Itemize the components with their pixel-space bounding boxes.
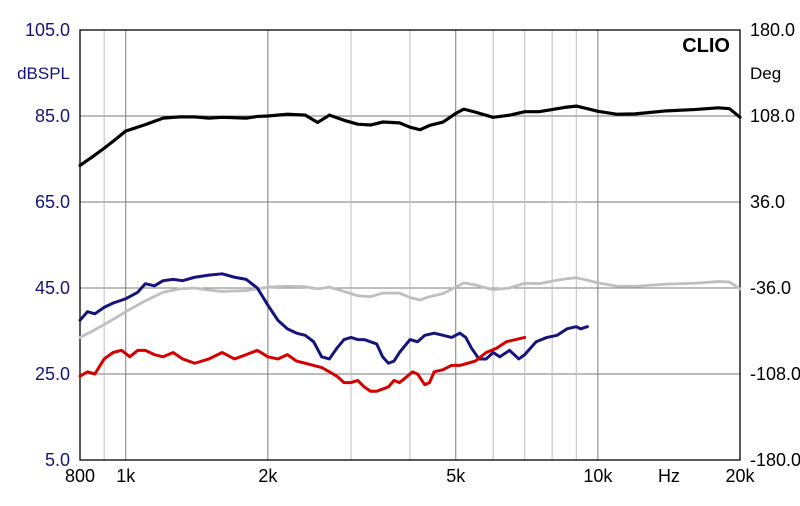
y-right-tick-label: 108.0: [750, 106, 795, 126]
y-left-tick-label: 105.0: [25, 20, 70, 40]
clio-logo: CLIO: [682, 35, 730, 57]
y-right-tick-label: -36.0: [750, 278, 791, 298]
frequency-response-chart: 8001k2k5k10k20kHz5.025.045.065.085.0105.…: [0, 0, 800, 506]
x-tick-label: 5k: [446, 466, 466, 486]
y-left-tick-label: 25.0: [35, 364, 70, 384]
y-right-tick-label: -108.0: [750, 364, 800, 384]
y-right-tick-label: -180.0: [750, 450, 800, 470]
y-left-tick-label: 65.0: [35, 192, 70, 212]
y-left-tick-label: 5.0: [45, 450, 70, 470]
x-tick-label: 10k: [583, 466, 613, 486]
y-left-tick-label: 85.0: [35, 106, 70, 126]
x-tick-label: 2k: [258, 466, 278, 486]
y-left-tick-label: 45.0: [35, 278, 70, 298]
y-right-tick-label: 36.0: [750, 192, 785, 212]
x-axis-unit: Hz: [658, 466, 680, 486]
y-left-unit: dBSPL: [17, 64, 70, 83]
x-tick-label: 1k: [116, 466, 136, 486]
y-right-unit: Deg: [750, 64, 781, 83]
y-right-tick-label: 180.0: [750, 20, 795, 40]
